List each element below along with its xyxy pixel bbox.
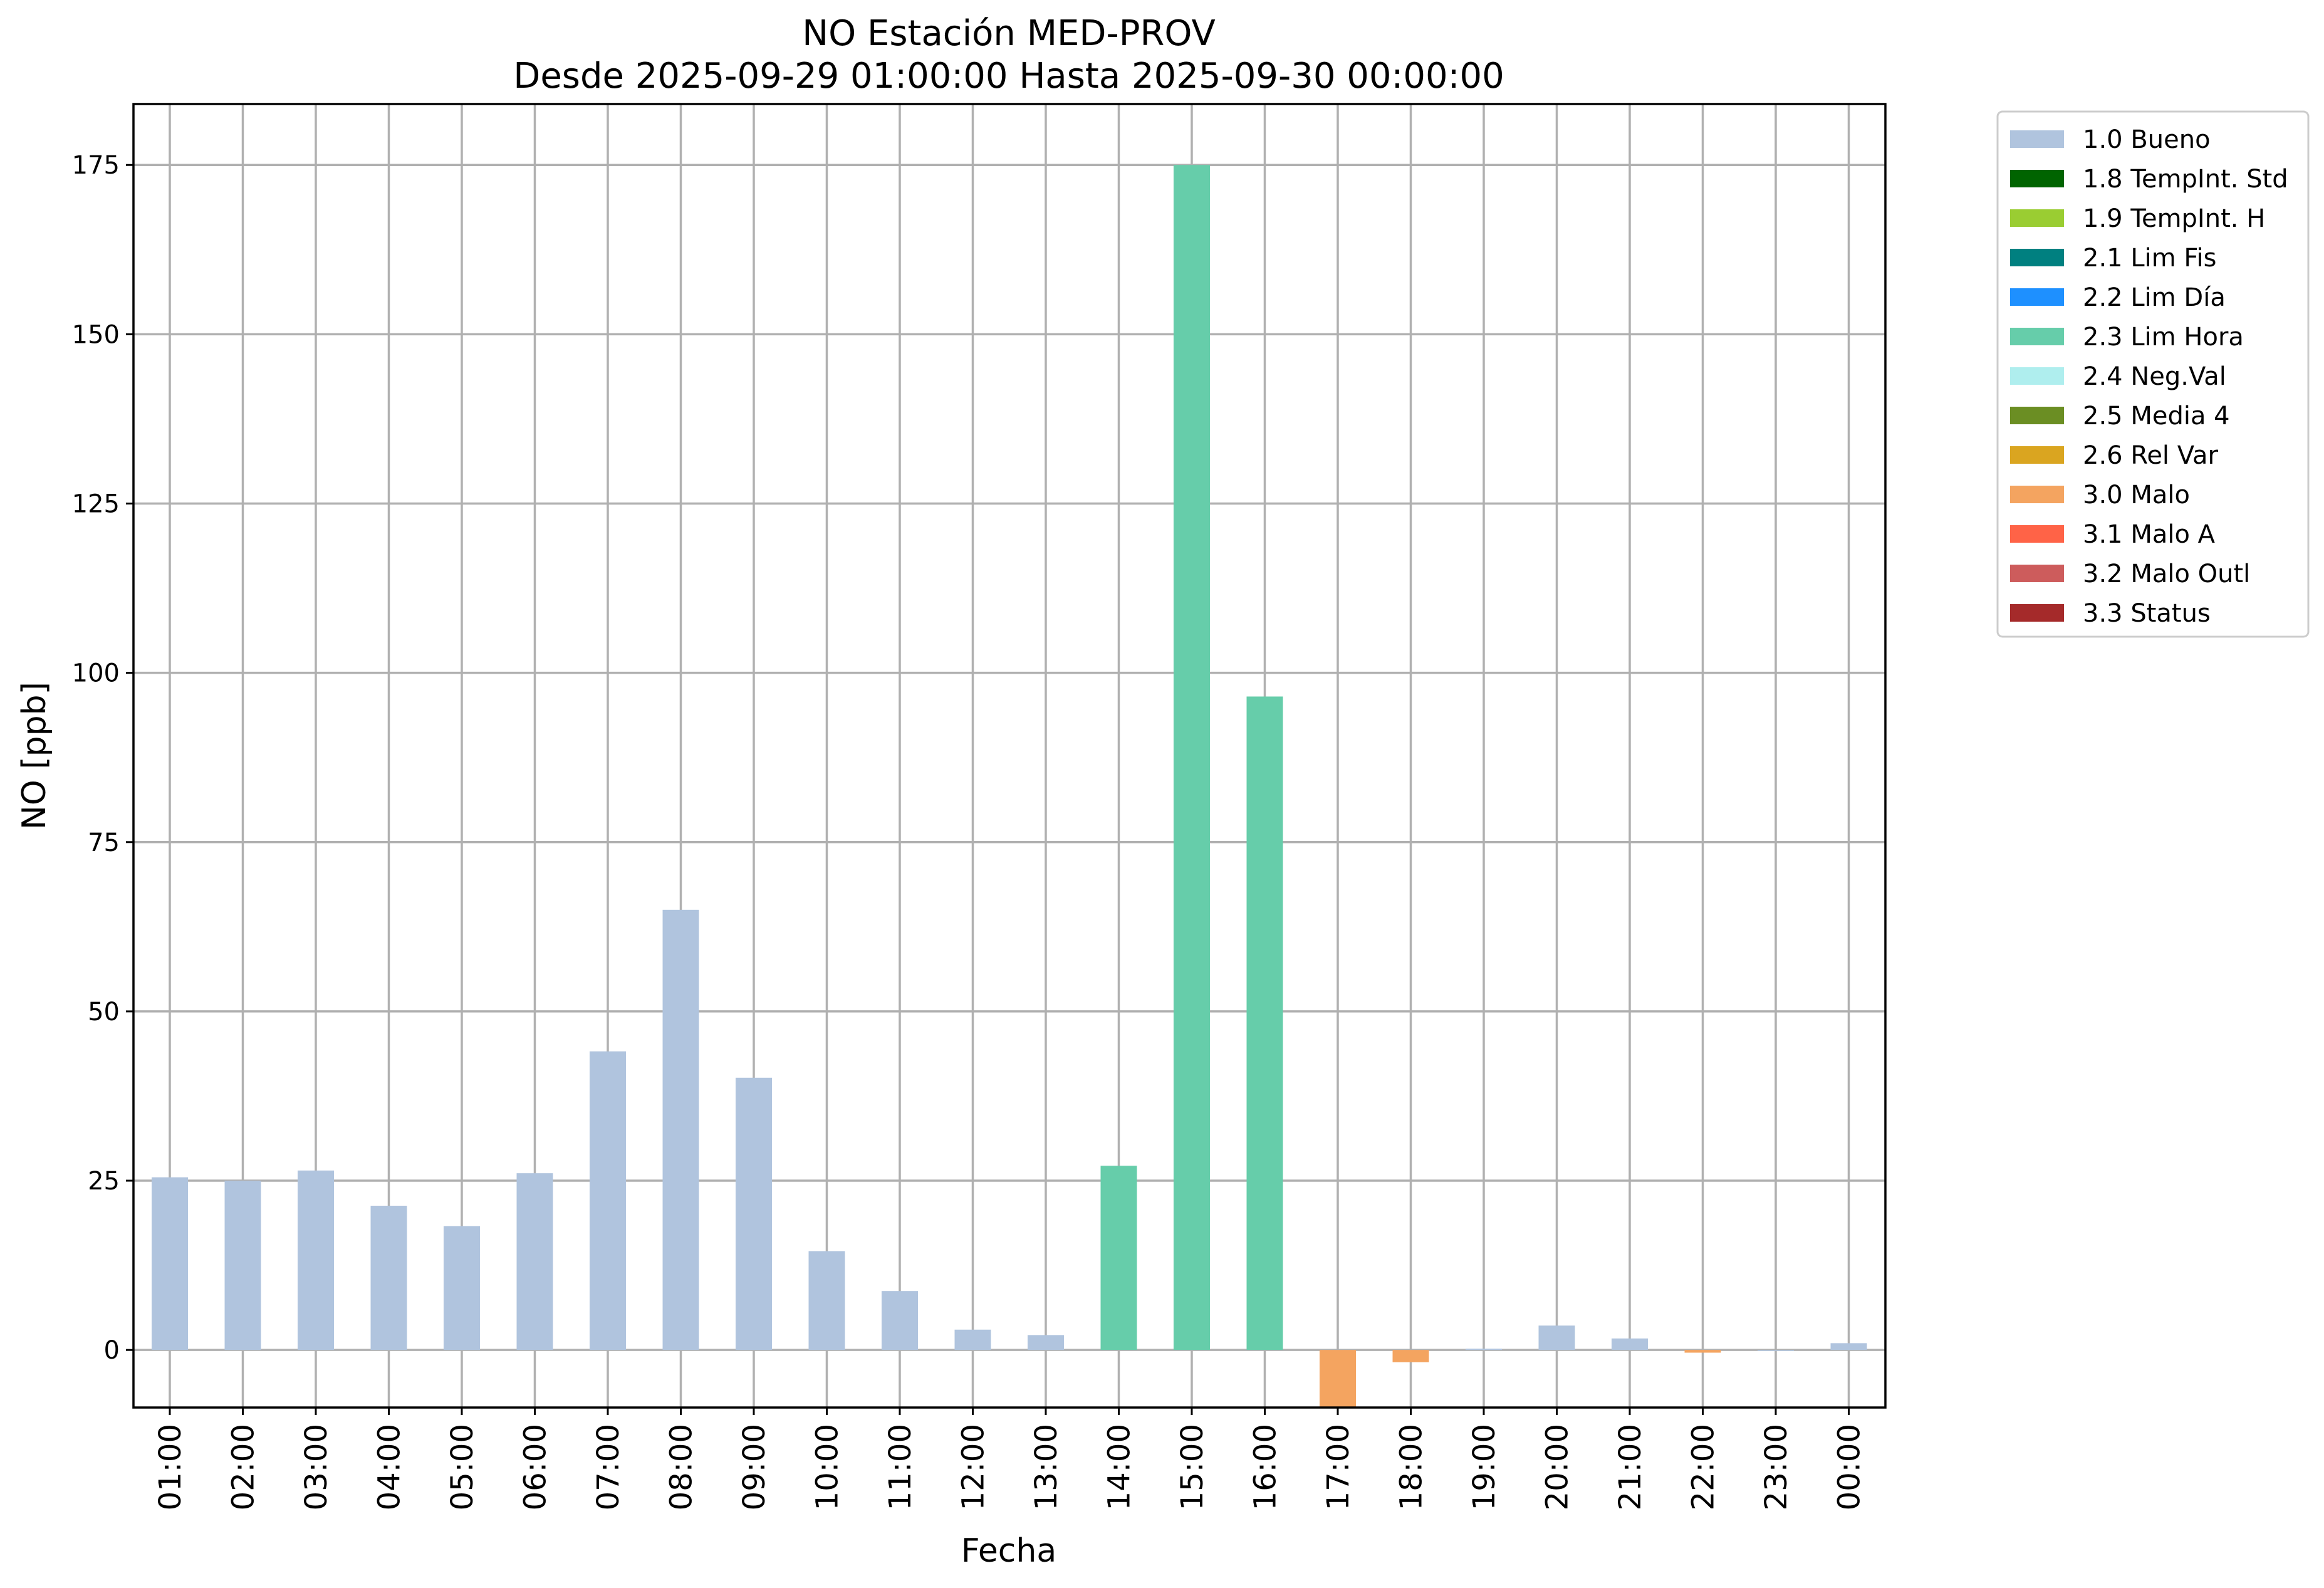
y-tick-label: 25 [88, 1167, 120, 1196]
x-tick-label: 18:00 [1394, 1424, 1429, 1510]
bar-2300 [1758, 1350, 1794, 1351]
bar-2200 [1684, 1350, 1721, 1353]
bar-0900 [736, 1077, 772, 1350]
bar-1000 [808, 1251, 845, 1350]
x-tick-label: 11:00 [883, 1424, 918, 1510]
legend-entry: 1.8 TempInt. Std [2083, 165, 2288, 194]
x-tick-label: 23:00 [1759, 1424, 1794, 1510]
bar-0500 [444, 1226, 480, 1350]
x-tick-label: 07:00 [591, 1424, 626, 1510]
legend-swatch [2010, 604, 2064, 622]
x-axis-ticks: 01:00 02:00 03:00 04:00 05:00 06:00 07:00 08:00… [153, 1408, 1867, 1510]
x-tick-label: 08:00 [664, 1424, 699, 1510]
x-tick-label: 01:00 [153, 1424, 188, 1510]
x-tick-label: 19:00 [1467, 1424, 1502, 1510]
legend: 1.0 Bueno 1.8 TempInt. Std 1.9 TempInt. H 2… [1996, 110, 2310, 638]
x-tick-label: 03:00 [299, 1424, 334, 1510]
bar-1600 [1246, 696, 1283, 1350]
legend-swatch [2010, 209, 2064, 227]
legend-swatch [2010, 486, 2064, 503]
x-tick-label: 10:00 [810, 1424, 845, 1510]
legend-entry: 3.1 Malo A [2083, 520, 2216, 549]
bar-0800 [662, 909, 699, 1350]
x-tick-label: 14:00 [1102, 1424, 1137, 1510]
legend-swatch [2010, 288, 2064, 306]
legend-swatch [2010, 328, 2064, 345]
legend-swatch [2010, 130, 2064, 148]
bar-2000 [1538, 1325, 1575, 1350]
legend-swatch [2010, 170, 2064, 187]
chart-title: NO Estación MED-PROV [802, 13, 1216, 54]
bars [152, 165, 1867, 1408]
legend-swatch [2010, 446, 2064, 464]
legend-box [1996, 110, 2310, 638]
y-tick-label: 50 [88, 998, 120, 1026]
legend-swatch [2010, 367, 2064, 385]
bar-1400 [1100, 1166, 1137, 1350]
y-axis-ticks: 0 25 50 75 100 125 150 175 [72, 151, 133, 1365]
bar-0300 [298, 1170, 334, 1350]
x-tick-label: 02:00 [226, 1424, 261, 1510]
y-tick-label: 175 [72, 151, 120, 180]
bar-0000 [1830, 1343, 1867, 1350]
x-tick-label: 21:00 [1613, 1424, 1648, 1510]
bar-1100 [882, 1291, 918, 1350]
x-tick-label: 20:00 [1540, 1424, 1575, 1510]
legend-entry: 2.5 Media 4 [2083, 402, 2230, 431]
legend-swatch [2010, 249, 2064, 266]
x-axis-label: Fecha [961, 1532, 1056, 1570]
x-tick-label: 13:00 [1029, 1424, 1064, 1510]
x-tick-label: 06:00 [518, 1424, 553, 1510]
bar-2100 [1612, 1338, 1648, 1350]
bar-0200 [224, 1181, 261, 1350]
bar-1800 [1392, 1350, 1429, 1362]
y-tick-label: 100 [72, 659, 120, 688]
legend-entry: 2.6 Rel Var [2083, 441, 2219, 470]
y-axis-label: NO [ppb] [16, 682, 53, 830]
legend-entry: 2.4 Neg.Val [2083, 362, 2226, 391]
y-tick-label: 150 [72, 320, 120, 349]
bar-0700 [590, 1051, 626, 1350]
bar-1500 [1174, 165, 1210, 1350]
x-tick-label: 04:00 [372, 1424, 407, 1510]
bar-1200 [954, 1329, 991, 1350]
x-tick-label: 22:00 [1686, 1424, 1721, 1510]
legend-swatch [2010, 565, 2064, 582]
legend-entry: 1.9 TempInt. H [2083, 204, 2265, 233]
plot-frame [132, 103, 1887, 1409]
legend-entry: 3.3 Status [2083, 599, 2211, 628]
x-tick-label: 12:00 [956, 1424, 991, 1510]
bar-1900 [1466, 1348, 1502, 1350]
legend-entry: 1.0 Bueno [2083, 125, 2211, 154]
legend-entry: 3.2 Malo Outl [2083, 560, 2250, 588]
legend-entry: 2.3 Lim Hora [2083, 323, 2244, 352]
legend-entry: 2.2 Lim Día [2083, 283, 2226, 312]
y-tick-label: 75 [88, 828, 120, 857]
bar-1700 [1320, 1350, 1356, 1408]
legend-swatch [2010, 525, 2064, 543]
x-tick-label: 17:00 [1321, 1424, 1356, 1510]
legend-entry: 2.1 Lim Fis [2083, 244, 2216, 273]
x-tick-label: 00:00 [1832, 1424, 1867, 1510]
chart-subtitle: Desde 2025-09-29 01:00:00 Hasta 2025-09-… [513, 56, 1504, 97]
legend-entry: 3.0 Malo [2083, 481, 2190, 509]
bar-0400 [370, 1206, 407, 1350]
legend-swatch [2010, 407, 2064, 424]
x-tick-label: 16:00 [1248, 1424, 1283, 1510]
bar-1300 [1028, 1335, 1064, 1350]
x-tick-label: 05:00 [445, 1424, 480, 1510]
x-tick-label: 15:00 [1175, 1424, 1210, 1510]
x-tick-label: 09:00 [737, 1424, 772, 1510]
bar-0100 [152, 1177, 188, 1350]
bar-0600 [516, 1173, 553, 1350]
y-tick-label: 125 [72, 490, 120, 519]
y-tick-label: 0 [104, 1336, 120, 1365]
